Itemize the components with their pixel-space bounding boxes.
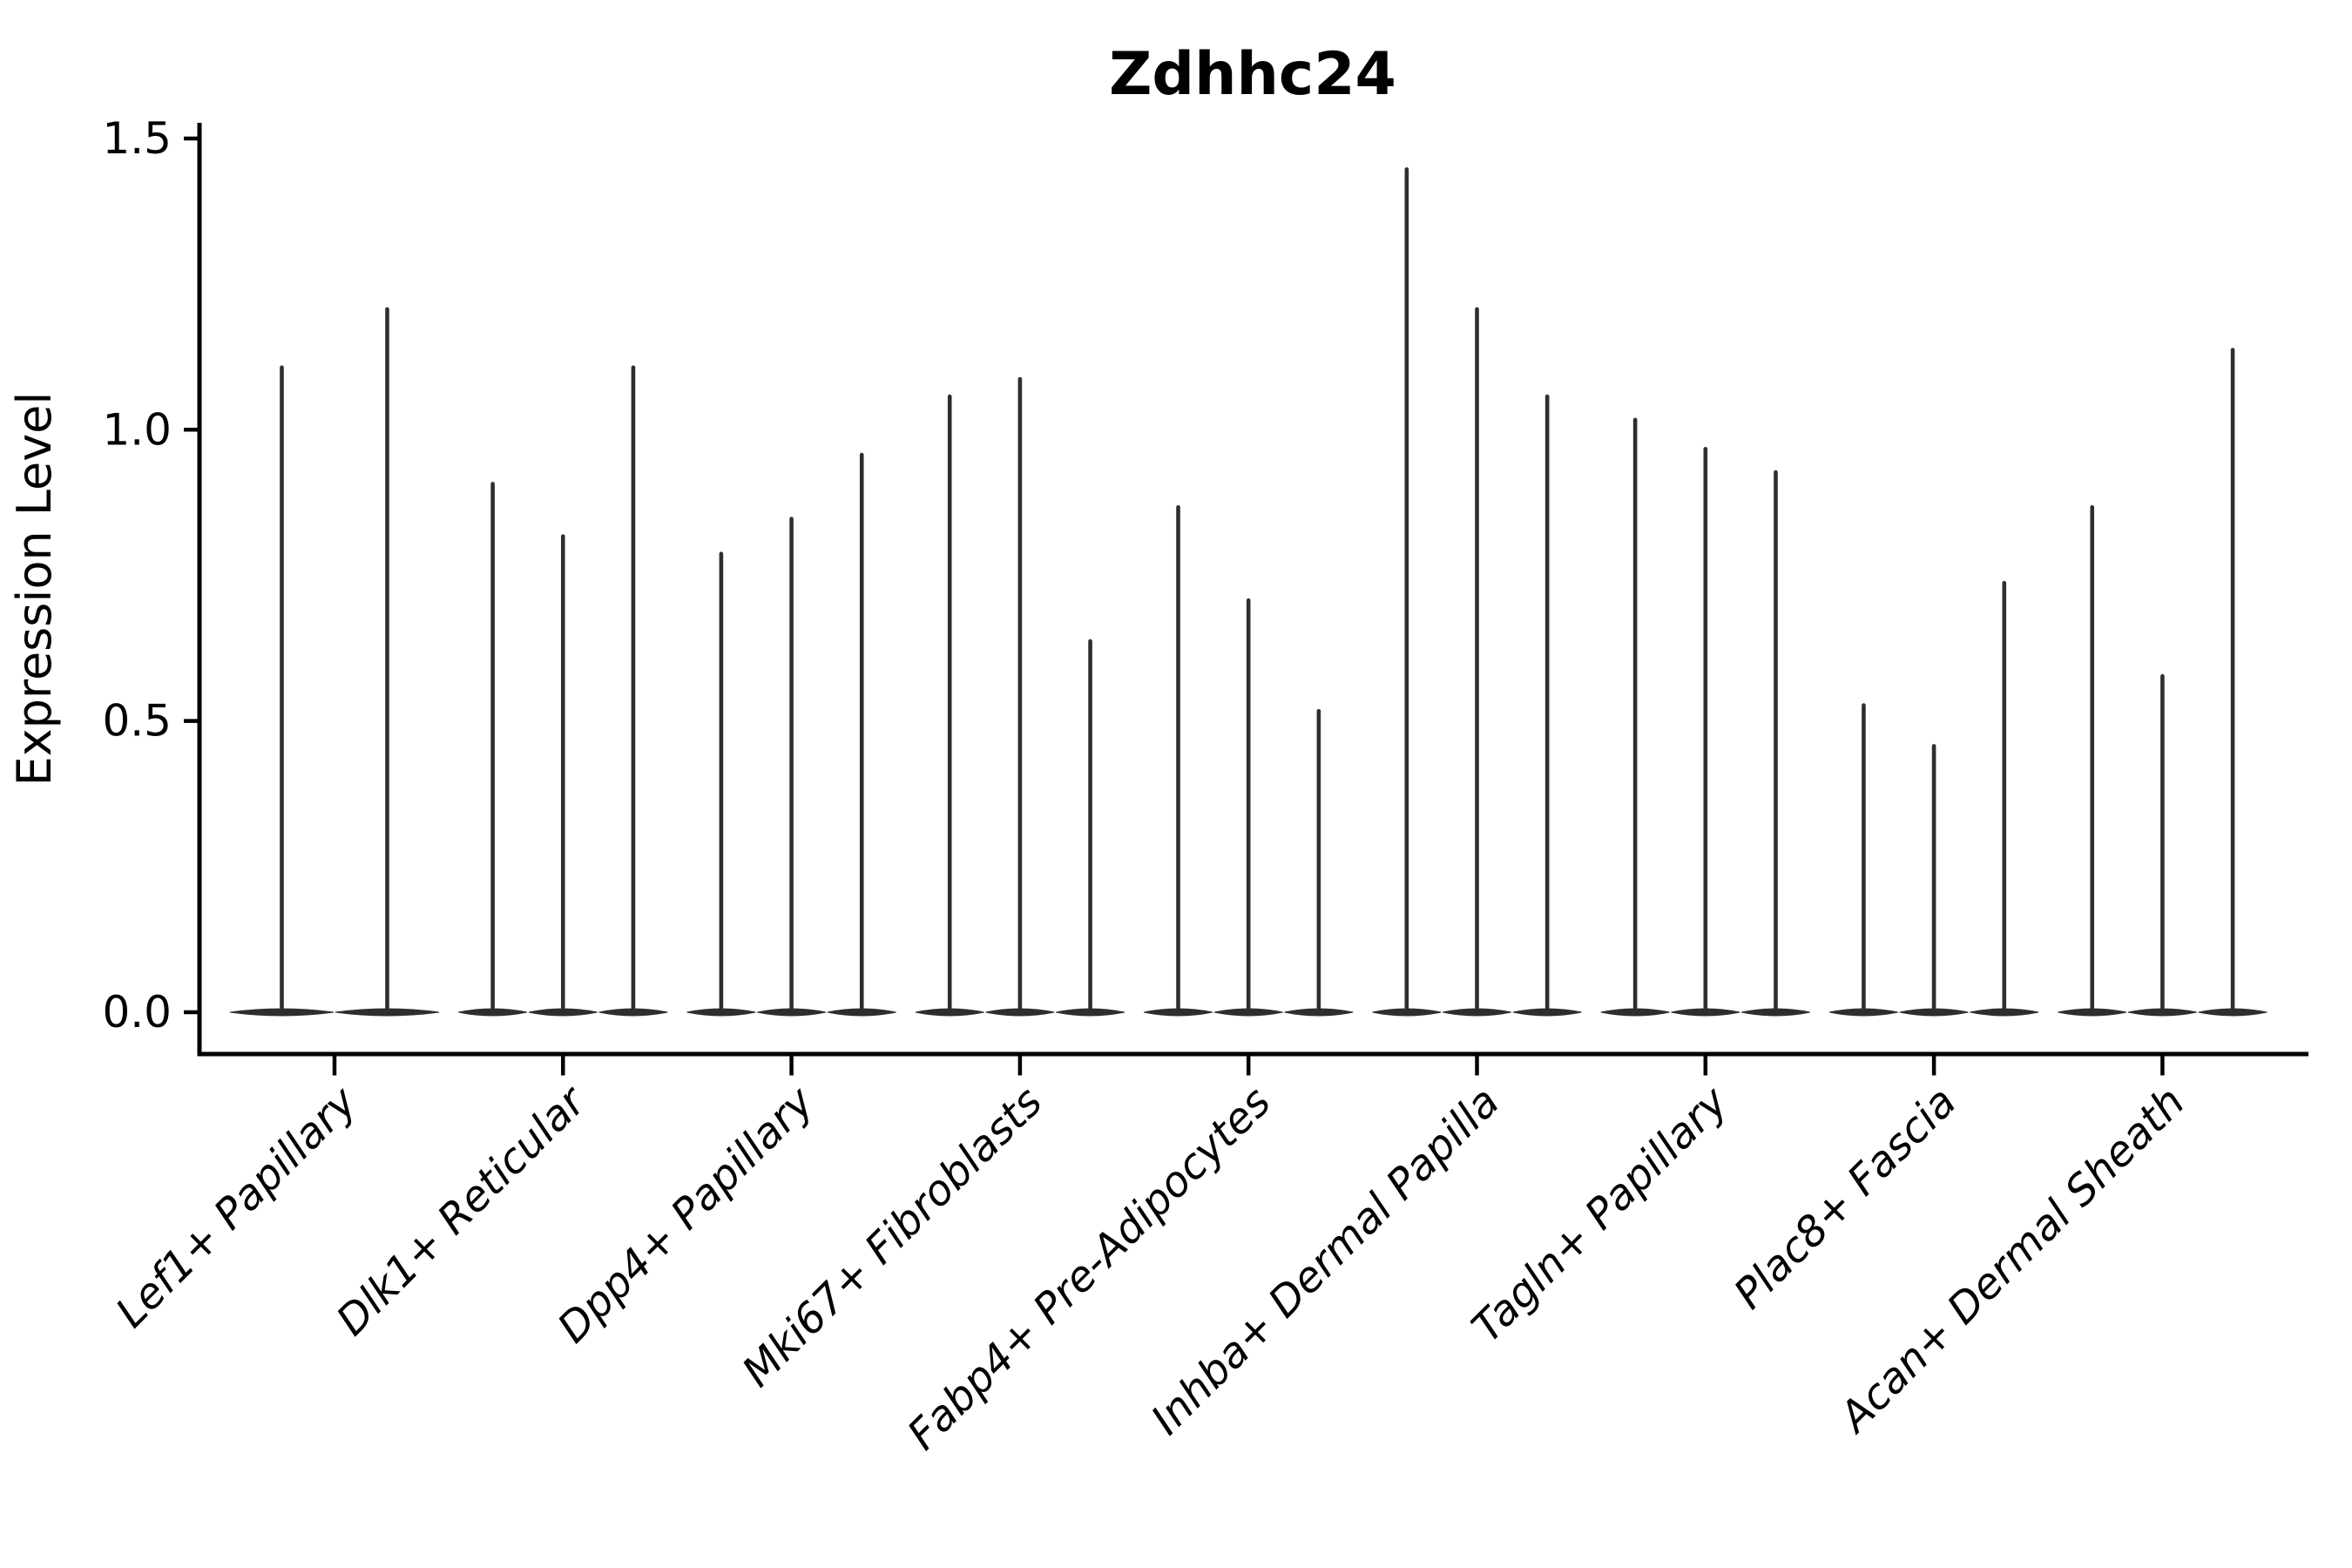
y-axis-title: Expression Level xyxy=(7,392,62,787)
x-axis-tick-label: Lef1+ Papillary xyxy=(106,1077,367,1337)
chart-title: Zdhhc24 xyxy=(1109,40,1396,109)
violin xyxy=(2058,504,2127,1017)
violin xyxy=(686,551,756,1017)
violin xyxy=(2127,673,2197,1017)
violin xyxy=(1970,580,2039,1017)
y-axis-tick-label: 0.5 xyxy=(102,696,172,747)
x-axis-tick-label: Dlk1+ Reticular xyxy=(328,1076,598,1346)
violins xyxy=(229,167,2268,1017)
y-axis-tick-labels: 0.0 0.5 1.0 1.5 xyxy=(102,113,172,1037)
y-axis-tick-label: 1.0 xyxy=(102,404,172,455)
y-axis-tick-label: 0.0 xyxy=(102,987,172,1037)
violin xyxy=(827,452,896,1017)
violin xyxy=(1829,703,1898,1017)
violin xyxy=(458,482,528,1017)
violin xyxy=(1056,639,1125,1017)
x-axis-tick-label: Plac8+ Fascia xyxy=(1725,1078,1966,1319)
violin xyxy=(1512,394,1582,1017)
x-axis-tick-label: Tagln+ Papillary xyxy=(1463,1077,1738,1352)
violin xyxy=(229,365,335,1017)
violin xyxy=(1671,447,1740,1017)
violin xyxy=(1144,504,1213,1017)
violin xyxy=(1213,598,1283,1017)
axes xyxy=(184,123,2308,1076)
violin xyxy=(1899,744,1969,1017)
violin xyxy=(757,517,827,1017)
violin xyxy=(1372,167,1442,1017)
violin xyxy=(1284,708,1354,1017)
x-axis-tick-label: Fabp4+ Pre-Adipocytes xyxy=(898,1078,1281,1460)
violin xyxy=(1741,470,1810,1017)
violin xyxy=(985,376,1055,1017)
violin xyxy=(598,365,668,1017)
violin xyxy=(2198,348,2268,1017)
violin xyxy=(528,534,598,1017)
violin xyxy=(335,307,440,1017)
violin xyxy=(915,394,984,1017)
violin xyxy=(1443,307,1511,1017)
y-axis-tick-label: 1.5 xyxy=(102,113,172,164)
violin xyxy=(1600,417,1670,1017)
x-axis-tick-label: Dpp4+ Papillary xyxy=(548,1077,823,1352)
